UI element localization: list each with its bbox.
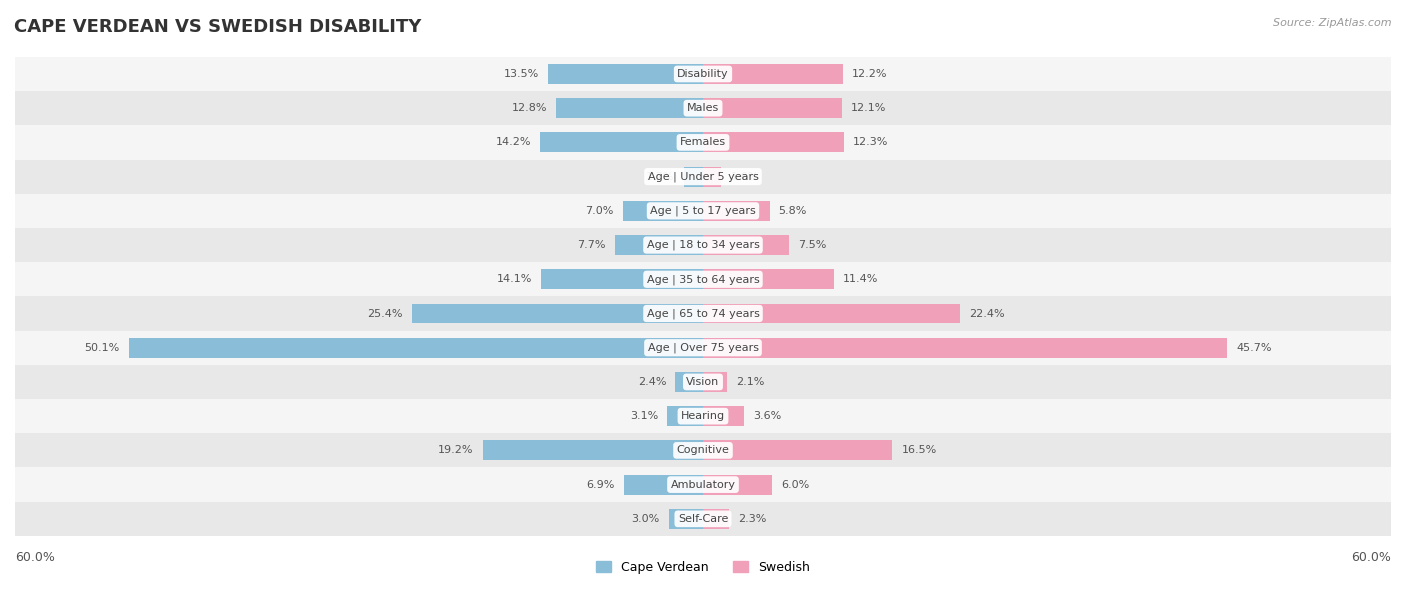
Bar [703, 269, 834, 289]
Text: 50.1%: 50.1% [84, 343, 120, 353]
Text: 45.7%: 45.7% [1236, 343, 1271, 353]
Bar [703, 406, 744, 426]
Bar [623, 201, 703, 221]
Text: 12.1%: 12.1% [851, 103, 886, 113]
Text: Age | 35 to 64 years: Age | 35 to 64 years [647, 274, 759, 285]
Text: 16.5%: 16.5% [901, 446, 936, 455]
Bar [703, 166, 721, 187]
Text: 7.0%: 7.0% [585, 206, 613, 216]
Bar [668, 406, 703, 426]
Text: Disability: Disability [678, 69, 728, 79]
Bar [683, 166, 703, 187]
Bar [614, 235, 703, 255]
Text: 3.6%: 3.6% [754, 411, 782, 421]
Text: 22.4%: 22.4% [969, 308, 1005, 318]
Text: Females: Females [681, 138, 725, 147]
Bar [669, 509, 703, 529]
Bar [15, 91, 1391, 125]
Bar [557, 99, 703, 118]
Bar [703, 64, 842, 84]
Text: 2.3%: 2.3% [738, 514, 766, 524]
Text: 19.2%: 19.2% [439, 446, 474, 455]
Bar [412, 304, 703, 323]
Text: 7.7%: 7.7% [576, 240, 606, 250]
Text: 1.6%: 1.6% [731, 171, 759, 182]
Bar [703, 99, 842, 118]
Bar [15, 262, 1391, 296]
Text: 12.3%: 12.3% [853, 138, 889, 147]
Text: Vision: Vision [686, 377, 720, 387]
Bar [703, 372, 727, 392]
Text: 6.0%: 6.0% [780, 480, 810, 490]
Text: Ambulatory: Ambulatory [671, 480, 735, 490]
Text: Age | Under 5 years: Age | Under 5 years [648, 171, 758, 182]
Bar [15, 468, 1391, 502]
Bar [703, 509, 730, 529]
Bar [624, 475, 703, 494]
Text: 5.8%: 5.8% [779, 206, 807, 216]
Bar [15, 399, 1391, 433]
Text: Age | 65 to 74 years: Age | 65 to 74 years [647, 308, 759, 319]
Bar [15, 228, 1391, 262]
Bar [703, 132, 844, 152]
Text: 6.9%: 6.9% [586, 480, 614, 490]
Text: 1.7%: 1.7% [645, 171, 675, 182]
Text: Males: Males [688, 103, 718, 113]
Bar [703, 475, 772, 494]
Bar [548, 64, 703, 84]
Text: 14.2%: 14.2% [495, 138, 531, 147]
Text: 3.0%: 3.0% [631, 514, 659, 524]
Text: Self-Care: Self-Care [678, 514, 728, 524]
Bar [15, 296, 1391, 330]
Bar [15, 160, 1391, 194]
Bar [675, 372, 703, 392]
Bar [128, 338, 703, 357]
Text: 7.5%: 7.5% [799, 240, 827, 250]
Bar [703, 235, 789, 255]
Bar [703, 201, 769, 221]
Bar [15, 57, 1391, 91]
Bar [15, 194, 1391, 228]
Text: 3.1%: 3.1% [630, 411, 658, 421]
Bar [15, 502, 1391, 536]
Text: Age | Over 75 years: Age | Over 75 years [648, 343, 758, 353]
Bar [541, 269, 703, 289]
Text: 60.0%: 60.0% [1351, 551, 1391, 564]
Text: 2.4%: 2.4% [638, 377, 666, 387]
Text: 11.4%: 11.4% [842, 274, 879, 285]
Text: 60.0%: 60.0% [15, 551, 55, 564]
Text: 25.4%: 25.4% [367, 308, 402, 318]
Bar [540, 132, 703, 152]
Text: 14.1%: 14.1% [496, 274, 531, 285]
Bar [15, 125, 1391, 160]
Text: 13.5%: 13.5% [503, 69, 538, 79]
Text: CAPE VERDEAN VS SWEDISH DISABILITY: CAPE VERDEAN VS SWEDISH DISABILITY [14, 18, 422, 36]
Text: Cognitive: Cognitive [676, 446, 730, 455]
Bar [703, 304, 960, 323]
Bar [15, 433, 1391, 468]
Text: Hearing: Hearing [681, 411, 725, 421]
Bar [703, 338, 1227, 357]
Bar [482, 441, 703, 460]
Legend: Cape Verdean, Swedish: Cape Verdean, Swedish [596, 561, 810, 574]
Bar [15, 330, 1391, 365]
Text: Age | 18 to 34 years: Age | 18 to 34 years [647, 240, 759, 250]
Text: 2.1%: 2.1% [737, 377, 765, 387]
Bar [15, 365, 1391, 399]
Text: Source: ZipAtlas.com: Source: ZipAtlas.com [1274, 18, 1392, 28]
Text: 12.2%: 12.2% [852, 69, 887, 79]
Text: 12.8%: 12.8% [512, 103, 547, 113]
Bar [703, 441, 893, 460]
Text: Age | 5 to 17 years: Age | 5 to 17 years [650, 206, 756, 216]
